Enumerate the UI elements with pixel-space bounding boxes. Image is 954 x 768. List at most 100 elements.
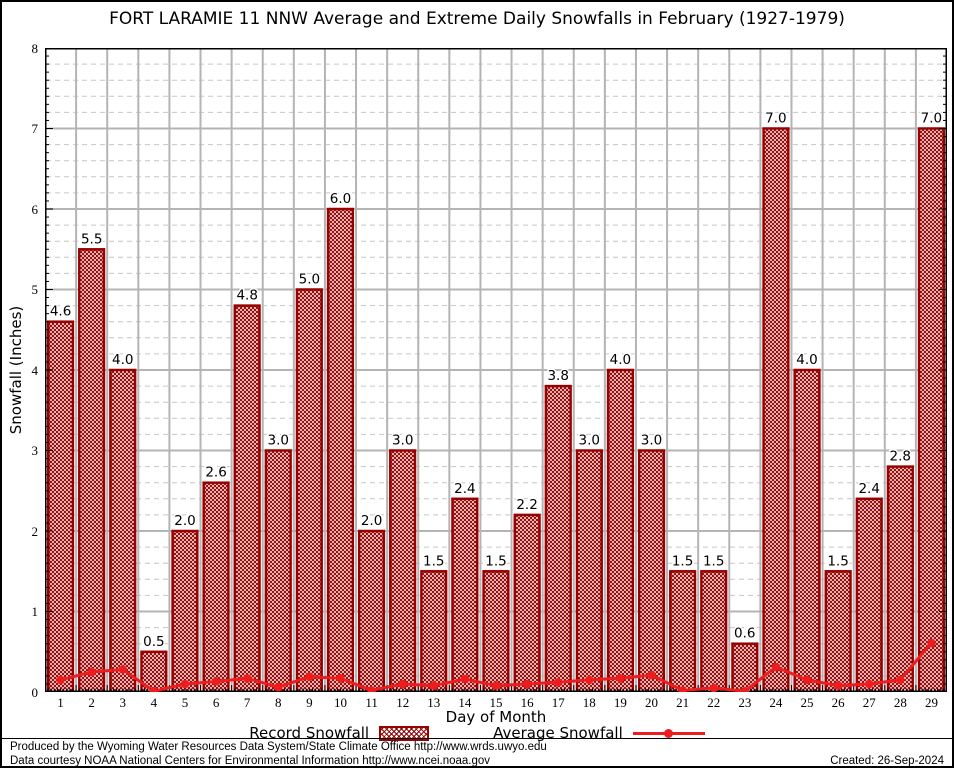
- x-tick-label: 21: [676, 695, 690, 710]
- footer-produced-by: Produced by the Wyoming Water Resources …: [10, 741, 547, 753]
- record-bar: [46, 320, 75, 694]
- record-bar: [855, 497, 883, 694]
- legend-average-label: Average Snowfall: [493, 724, 623, 742]
- average-marker: [771, 662, 781, 672]
- footer-separator: [2, 738, 952, 739]
- average-marker: [429, 681, 439, 690]
- x-tick-label: 28: [893, 695, 907, 710]
- x-tick-label: 17: [551, 695, 565, 710]
- y-tick-label: 5: [31, 282, 39, 297]
- x-tick-label: 27: [862, 695, 876, 710]
- plot-area: 4.6 5.5 4.0 0.5 2.0 2.6 4.8 3.0 5.0 6.0 2.0 3.0 1.5 2…: [44, 48, 948, 696]
- bar-value-label: 2.8: [890, 449, 911, 465]
- x-tick-label: 9: [306, 695, 313, 710]
- record-bar: [420, 570, 448, 694]
- bar-value-label: 0.6: [734, 626, 755, 642]
- record-bar: [575, 449, 603, 694]
- bar-value-label: 1.5: [423, 553, 444, 569]
- legend-record-swatch-icon: [379, 725, 430, 741]
- average-marker: [460, 674, 470, 684]
- bar-value-label: 7.0: [921, 111, 942, 127]
- record-bar: [389, 449, 417, 694]
- bar-value-label: 1.5: [672, 553, 693, 569]
- x-tick-label: 15: [489, 695, 503, 710]
- average-marker: [305, 672, 314, 681]
- bar-value-label: 0.5: [143, 634, 164, 650]
- x-tick-label: 6: [212, 695, 220, 710]
- average-marker: [709, 683, 718, 693]
- average-marker: [802, 675, 812, 685]
- record-bar: [513, 513, 541, 694]
- x-tick-label: 16: [520, 695, 534, 710]
- x-tick-label: 29: [924, 695, 938, 710]
- record-bar: [700, 570, 728, 694]
- x-tick-label: 4: [150, 695, 158, 710]
- bar-value-label: 1.5: [485, 553, 506, 569]
- bar-value-label: 4.6: [50, 304, 71, 320]
- average-marker: [896, 675, 905, 685]
- y-tick-label: 8: [31, 40, 39, 56]
- x-tick-label: 13: [427, 695, 441, 710]
- x-tick-label: 8: [275, 695, 282, 710]
- bar-value-label: 3.0: [268, 433, 289, 449]
- average-marker: [833, 681, 843, 690]
- average-marker: [398, 679, 408, 689]
- average-marker: [274, 682, 283, 692]
- bar-value-label: 3.0: [579, 433, 600, 449]
- record-bar: [544, 384, 572, 694]
- average-marker: [180, 679, 190, 689]
- y-tick-label: 4: [31, 362, 39, 378]
- y-tick-label: 6: [31, 201, 39, 217]
- record-bar: [233, 304, 261, 694]
- y-tick-label: 0: [31, 684, 39, 700]
- bar-value-label: 1.5: [703, 553, 724, 569]
- x-tick-label: 22: [707, 695, 721, 710]
- average-marker: [87, 667, 96, 677]
- average-marker: [864, 679, 874, 689]
- record-bar: [451, 497, 479, 694]
- record-bar: [606, 368, 635, 694]
- record-bar: [326, 207, 355, 694]
- record-bar: [171, 529, 199, 694]
- bar-value-label: 4.0: [796, 352, 817, 368]
- bar-value-label: 3.8: [547, 368, 568, 384]
- x-tick-label: 7: [243, 695, 251, 710]
- footer-data-courtesy: Data courtesy NOAA National Centers for …: [10, 755, 491, 767]
- record-bar: [264, 449, 292, 694]
- legend-average-marker-icon: [663, 728, 673, 738]
- record-bar: [78, 248, 106, 694]
- x-tick-label: 11: [365, 695, 378, 710]
- bar-value-label: 3.0: [392, 433, 413, 449]
- average-marker: [336, 674, 345, 683]
- average-marker: [491, 681, 501, 690]
- average-marker: [585, 675, 594, 685]
- record-bar: [357, 529, 386, 694]
- average-marker: [647, 670, 656, 680]
- y-tick-label: 7: [31, 121, 39, 136]
- x-tick-label: 3: [119, 695, 127, 710]
- plot-frame: [45, 48, 947, 692]
- record-bar: [762, 127, 790, 694]
- record-bar: [482, 570, 510, 694]
- x-tick-label: 26: [831, 695, 845, 710]
- bar-value-label: 2.6: [205, 465, 226, 481]
- x-tick-label: 23: [738, 695, 752, 710]
- average-marker: [522, 679, 532, 689]
- bar-value-label: 5.5: [81, 231, 102, 247]
- bar-value-label: 2.0: [361, 513, 382, 529]
- bar-value-label: 5.0: [299, 272, 320, 288]
- x-tick-label: 25: [800, 695, 814, 710]
- record-bar: [202, 481, 230, 694]
- average-marker: [553, 678, 563, 687]
- average-marker: [56, 675, 65, 685]
- bar-value-label: 2.2: [516, 497, 537, 513]
- average-marker: [242, 674, 252, 683]
- x-tick-label: 19: [613, 695, 627, 710]
- bar-value-label: 7.0: [765, 111, 786, 127]
- x-axis-title: Day of Month: [445, 708, 547, 726]
- chart-title: FORT LARAMIE 11 NNW Average and Extreme …: [109, 9, 845, 29]
- legend-average-line-icon: [632, 728, 705, 739]
- bar-value-label: 4.0: [112, 352, 133, 368]
- x-tick-label: 18: [582, 695, 596, 710]
- legend: Record Snowfall Average Snowfall: [2, 724, 952, 742]
